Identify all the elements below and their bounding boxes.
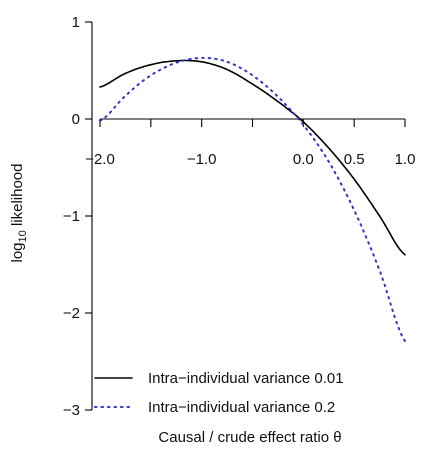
y-axis-title: log10 likelihood	[9, 164, 29, 263]
legend-label-1: Intra−individual variance 0.01	[148, 370, 344, 387]
legend: Intra−individual variance 0.01 Intra−indi…	[94, 370, 344, 416]
series-2	[99, 56, 406, 343]
axes: 1 0 −1 −2 −3 −2.0 −1.0 0.0 0.5 1.0	[63, 14, 416, 419]
y-tick-label: −3	[63, 402, 80, 419]
x-tick-label: 0.5	[344, 151, 365, 168]
series-line-2	[99, 56, 406, 343]
x-tick-label: −1.0	[187, 151, 217, 168]
legend-label-2: Intra−individual variance 0.2	[148, 399, 335, 416]
y-tick-label: 0	[72, 111, 80, 128]
x-tick-label: 0.0	[293, 151, 314, 168]
x-tick-label: −2.0	[85, 151, 115, 168]
x-tick-label: 1.0	[395, 151, 416, 168]
series-layer	[99, 56, 406, 343]
y-tick-label: −1	[63, 208, 80, 225]
series-line-1	[99, 59, 406, 256]
x-axis-title: Causal / crude effect ratio θ	[158, 429, 341, 446]
y-tick-label: 1	[72, 14, 80, 31]
y-tick-label: −2	[63, 305, 80, 322]
series-1	[99, 59, 406, 256]
